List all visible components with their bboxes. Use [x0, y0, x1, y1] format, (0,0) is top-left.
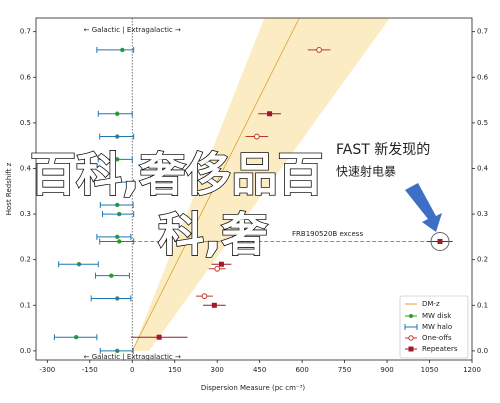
- legend-label: Repeaters: [422, 345, 458, 353]
- x-tick-label: 1050: [421, 366, 439, 374]
- y-tick-label: 0.1: [20, 301, 31, 309]
- y2-tick-label: 0.0: [477, 347, 488, 355]
- y-tick-label: 0.7: [20, 28, 31, 36]
- y-tick-label: 0.6: [20, 73, 32, 81]
- y-axis-label: Host Redshift z: [5, 162, 13, 215]
- x-tick-label: 300: [211, 366, 224, 374]
- frame: [35, 17, 473, 361]
- y2-tick-label: 0.4: [477, 164, 489, 172]
- fast-label-2: 快速射电暴: [336, 164, 396, 179]
- y-tick-label: 0.3: [20, 210, 31, 218]
- galactic-bottom: ← Galactic | Extragalactic →: [84, 353, 181, 361]
- one-off-point: [214, 265, 221, 272]
- x-tick-label: 900: [380, 366, 393, 374]
- overlay-2: 科,奢: [158, 208, 268, 262]
- y2-tick-label: 0.7: [477, 28, 488, 36]
- one-off-point: [201, 293, 208, 300]
- repeater-point: [267, 111, 273, 117]
- highlight-circle: [430, 231, 450, 251]
- repeater-point: [437, 238, 443, 244]
- legend-label: MW halo: [422, 323, 452, 331]
- legend-label: MW disk: [422, 312, 452, 320]
- excess-label: FRB190520B excess: [292, 230, 363, 238]
- y2-tick-label: 0.6: [477, 73, 489, 81]
- x-axis-label: Dispersion Measure (pc cm⁻³): [201, 384, 306, 392]
- legend-icon: [409, 314, 413, 318]
- x-tick-label: -300: [39, 366, 55, 374]
- galactic-top: ← Galactic | Extragalactic →: [84, 26, 181, 34]
- y2-tick-label: 0.2: [477, 256, 488, 264]
- y-tick-label: 0.0: [20, 347, 31, 355]
- x-tick-label: 750: [338, 366, 351, 374]
- x-tick-label: 450: [253, 366, 266, 374]
- overlay-1: 百科,奢侈品百: [30, 148, 323, 202]
- y2-tick-label: 0.1: [477, 301, 488, 309]
- legend-label: DM-z: [422, 300, 440, 308]
- fast-label-1: FAST 新发现的: [336, 142, 430, 158]
- legend-icon: [408, 346, 414, 352]
- y-tick-label: 0.5: [20, 119, 31, 127]
- dm-z-band: [132, 18, 390, 351]
- x-tick-label: -150: [82, 366, 98, 374]
- legend-label: One-offs: [422, 334, 452, 342]
- one-off-point: [253, 133, 260, 140]
- repeater-point: [211, 302, 217, 308]
- dm-z-line: [131, 17, 300, 352]
- one-off-point: [316, 47, 323, 53]
- legend-box: [399, 295, 469, 359]
- repeater-point: [218, 261, 224, 267]
- x-tick-label: 150: [168, 366, 181, 374]
- y2-tick-label: 0.3: [477, 210, 488, 218]
- arrow: [405, 183, 442, 232]
- repeater-point: [156, 334, 162, 340]
- y-tick-label: 0.2: [20, 256, 31, 264]
- legend-icon: [408, 335, 414, 341]
- x-tick-label: 0: [130, 366, 134, 374]
- y2-tick-label: 0.5: [477, 119, 488, 127]
- x-tick-label: 600: [295, 366, 308, 374]
- x-tick-label: 1200: [463, 366, 481, 374]
- y-tick-label: 0.4: [20, 164, 32, 172]
